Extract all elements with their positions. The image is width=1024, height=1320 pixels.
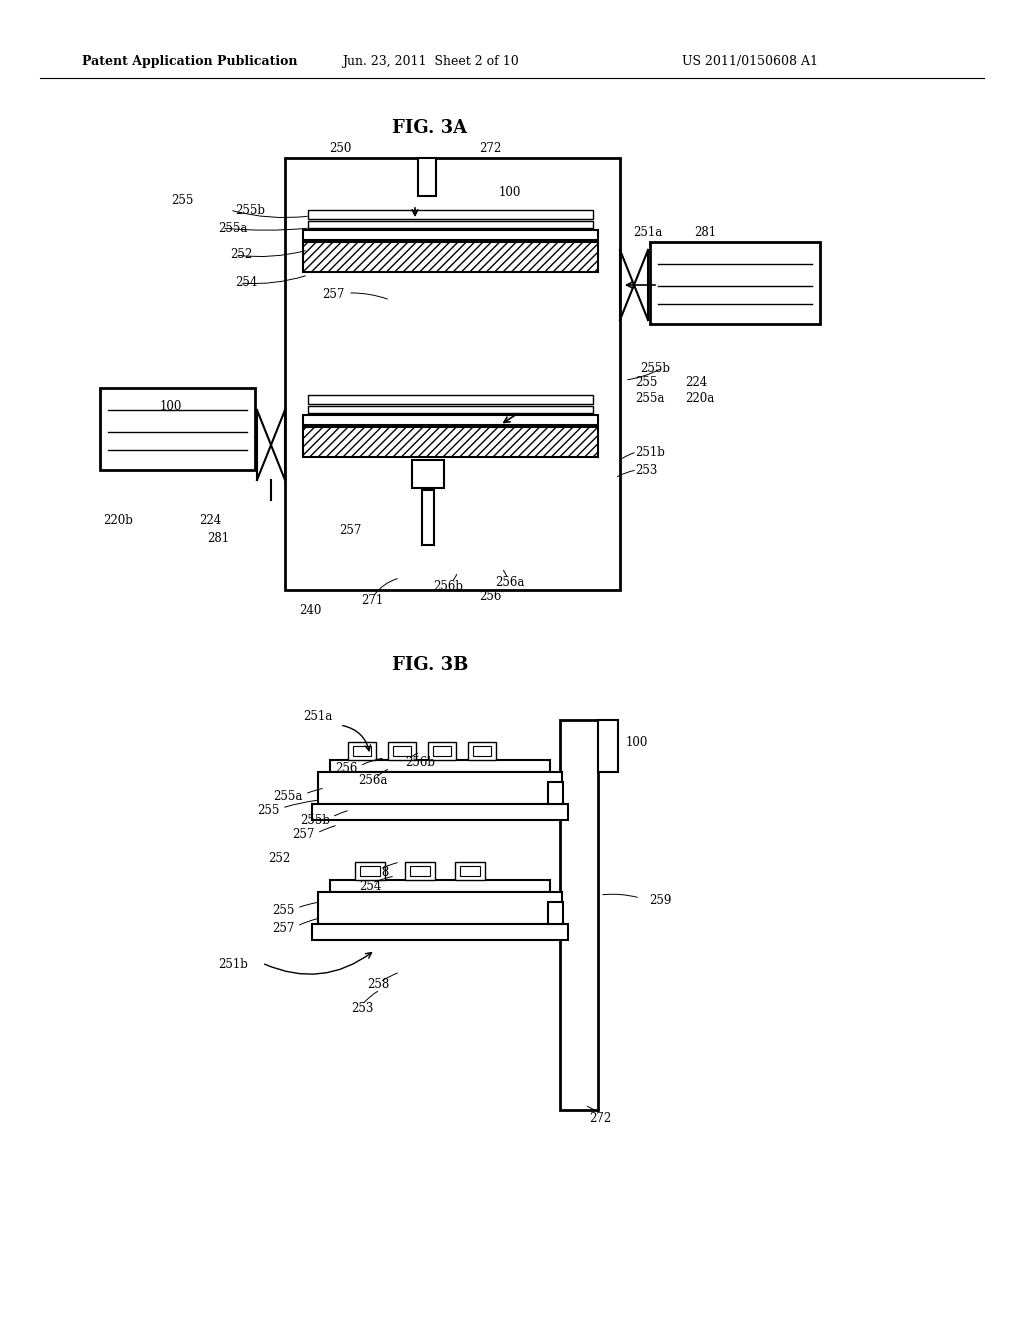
Bar	[348, 742, 376, 760]
Text: 256a: 256a	[496, 576, 524, 589]
Bar	[308, 407, 593, 413]
Text: 256: 256	[336, 762, 358, 775]
Text: 224: 224	[685, 376, 708, 389]
Text: 224: 224	[199, 513, 221, 527]
Text: 252: 252	[267, 851, 290, 865]
Text: 256a: 256a	[358, 774, 387, 787]
Text: 258: 258	[367, 978, 389, 991]
Bar	[598, 719, 618, 772]
Text: 255a: 255a	[219, 222, 248, 235]
Text: 251a: 251a	[303, 710, 332, 722]
Bar	[388, 742, 416, 760]
Text: 281: 281	[694, 227, 716, 239]
Bar	[468, 742, 496, 760]
Bar	[308, 395, 593, 404]
Bar	[318, 772, 562, 804]
Text: 255a: 255a	[635, 392, 665, 404]
Text: 253: 253	[635, 463, 657, 477]
Text: 272: 272	[589, 1111, 611, 1125]
Bar	[308, 210, 593, 219]
Bar	[285, 158, 620, 590]
Text: US 2011/0150608 A1: US 2011/0150608 A1	[682, 55, 818, 69]
Text: 255b: 255b	[234, 203, 265, 216]
Bar	[303, 414, 598, 425]
Bar	[312, 924, 568, 940]
Bar	[353, 746, 371, 756]
Bar	[455, 862, 485, 880]
Bar	[318, 892, 562, 924]
Text: 100: 100	[160, 400, 182, 413]
Text: 251a: 251a	[634, 227, 663, 239]
Bar	[330, 760, 550, 772]
Bar	[406, 862, 435, 880]
Text: 255: 255	[258, 804, 280, 817]
Bar	[433, 746, 451, 756]
Text: FIG. 3A: FIG. 3A	[392, 119, 468, 137]
Bar	[393, 746, 411, 756]
Bar	[330, 880, 550, 892]
Bar	[360, 866, 380, 876]
Bar	[548, 781, 563, 804]
Bar	[418, 158, 436, 195]
Bar	[548, 902, 563, 924]
Text: 272: 272	[479, 141, 501, 154]
Text: 254: 254	[236, 276, 258, 289]
Text: 257: 257	[339, 524, 361, 536]
Text: Patent Application Publication: Patent Application Publication	[82, 55, 298, 69]
Bar	[303, 426, 598, 457]
Text: 271: 271	[360, 594, 383, 606]
Text: 252: 252	[229, 248, 252, 261]
Text: 250: 250	[329, 141, 351, 154]
Text: 254: 254	[358, 879, 381, 892]
Text: Jun. 23, 2011  Sheet 2 of 10: Jun. 23, 2011 Sheet 2 of 10	[342, 55, 518, 69]
Text: 240: 240	[299, 603, 322, 616]
Text: 257: 257	[323, 289, 345, 301]
Text: 220b: 220b	[103, 513, 133, 527]
Bar	[303, 230, 598, 240]
Bar	[650, 242, 820, 323]
Text: 257: 257	[272, 921, 295, 935]
Text: 100: 100	[626, 735, 648, 748]
Text: 220a: 220a	[685, 392, 715, 404]
Bar	[473, 746, 490, 756]
Text: 256b: 256b	[406, 755, 435, 768]
Text: 255b: 255b	[300, 813, 330, 826]
Text: FIG. 3B: FIG. 3B	[392, 656, 468, 675]
Text: 255a: 255a	[273, 789, 303, 803]
Text: 256: 256	[479, 590, 501, 603]
Bar	[303, 242, 598, 272]
Text: 281: 281	[207, 532, 229, 544]
Bar	[422, 490, 434, 545]
Text: 258: 258	[367, 866, 389, 879]
Bar	[412, 459, 444, 488]
Bar	[410, 866, 430, 876]
Text: 255: 255	[635, 376, 657, 389]
Text: 257: 257	[293, 829, 315, 842]
Text: 256b: 256b	[433, 579, 463, 593]
Bar	[460, 866, 480, 876]
Bar	[312, 804, 568, 820]
Text: 259: 259	[649, 894, 671, 907]
Bar	[560, 719, 598, 1110]
Text: 255: 255	[172, 194, 194, 206]
Text: 255: 255	[272, 903, 295, 916]
Text: 251b: 251b	[218, 958, 248, 972]
Bar	[428, 742, 456, 760]
Text: 255b: 255b	[640, 362, 670, 375]
Text: 251b: 251b	[635, 446, 665, 458]
Bar	[308, 220, 593, 228]
Bar	[100, 388, 255, 470]
Text: 100: 100	[499, 186, 521, 198]
Bar	[355, 862, 385, 880]
Text: 253: 253	[351, 1002, 373, 1015]
